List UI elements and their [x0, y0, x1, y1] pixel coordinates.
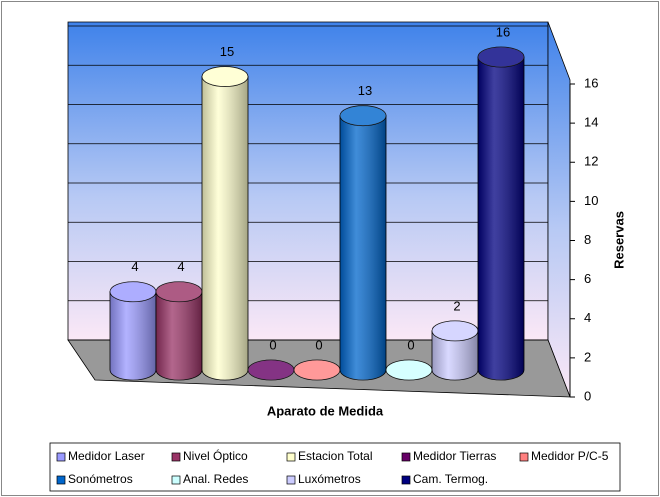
legend-label: Medidor P/C-5	[531, 449, 609, 463]
cylinder-shade	[478, 57, 524, 380]
cylinder-top-light	[386, 360, 432, 380]
cylinder	[385, 359, 433, 381]
cylinder	[293, 359, 341, 381]
y-tick-label: 0	[584, 388, 591, 403]
legend-swatch	[519, 452, 529, 462]
y-tick-label: 10	[584, 193, 598, 208]
cylinder-top-light	[340, 105, 386, 126]
cylinder	[155, 281, 203, 381]
legend: Medidor Laser Nivel Óptico Estacion Total M…	[56, 448, 609, 486]
data-label: 0	[407, 337, 414, 352]
legend-label: Anal. Redes	[183, 472, 248, 486]
data-label: 0	[315, 337, 322, 352]
cylinder-shade	[156, 291, 202, 380]
cylinder-top	[477, 46, 525, 68]
cylinder-top-light	[110, 281, 156, 302]
cylinder-shade	[110, 291, 156, 380]
legend-label: Luxómetros	[298, 472, 361, 486]
y-tick-label: 12	[584, 154, 598, 169]
data-label: 0	[269, 337, 276, 352]
legend-label: Cam. Termog.	[413, 472, 488, 486]
side-wall	[547, 21, 571, 398]
data-label: 4	[131, 259, 138, 274]
grid	[68, 25, 548, 341]
cylinder-top-light	[478, 47, 524, 67]
legend-swatch	[401, 475, 411, 485]
data-label: 13	[358, 83, 372, 98]
legend-label: Nivel Óptico	[183, 448, 248, 463]
legend-label: Medidor Tierras	[413, 449, 496, 463]
y-tick-label: 14	[584, 115, 598, 130]
cylinder-shade	[340, 115, 386, 380]
legend-label: Medidor Laser	[68, 449, 145, 463]
cylinder-top-light	[432, 320, 478, 341]
y-tick-label: 4	[584, 310, 591, 325]
legend-swatch	[286, 452, 296, 462]
y-tick-label: 8	[584, 232, 591, 247]
cylinder-top-light	[202, 66, 248, 87]
data-label: 16	[496, 24, 510, 39]
legend-swatch	[171, 452, 181, 462]
cylinder	[247, 359, 295, 381]
bars: 4 4 15 0 0 13 0 2 16	[109, 24, 525, 381]
legend-swatch	[171, 475, 181, 485]
data-label: 2	[453, 298, 460, 313]
legend-swatch	[401, 452, 411, 462]
cylinder	[109, 281, 157, 381]
legend-label: Estacion Total	[298, 449, 373, 463]
cylinder	[201, 66, 249, 381]
legend-box	[49, 442, 621, 492]
y-tick-label: 2	[584, 349, 591, 364]
data-label: 4	[177, 259, 184, 274]
y-axis-title: Reservas	[611, 211, 626, 269]
legend-swatch	[286, 475, 296, 485]
cylinder	[477, 46, 525, 381]
y-tick-label: 6	[584, 271, 591, 286]
cylinder	[431, 320, 479, 381]
x-axis-title: Aparato de Medida	[267, 403, 384, 418]
y-tick-label: 16	[584, 75, 598, 90]
data-label: 15	[220, 44, 234, 59]
cylinder-top	[201, 66, 249, 87]
cylinder-shade	[432, 330, 478, 380]
cylinder-top-light	[294, 360, 340, 380]
cylinder-top-light	[156, 281, 202, 302]
cylinder-shade	[202, 76, 248, 380]
legend-label: Sonómetros	[68, 472, 133, 486]
cylinder-top-light	[248, 360, 294, 380]
legend-swatch	[56, 452, 66, 462]
cylinder	[339, 105, 387, 381]
legend-swatch	[56, 475, 66, 485]
cylinder-top	[339, 105, 387, 127]
y-axis: 0 2 4 6 8 10 12 14 16	[569, 75, 598, 403]
